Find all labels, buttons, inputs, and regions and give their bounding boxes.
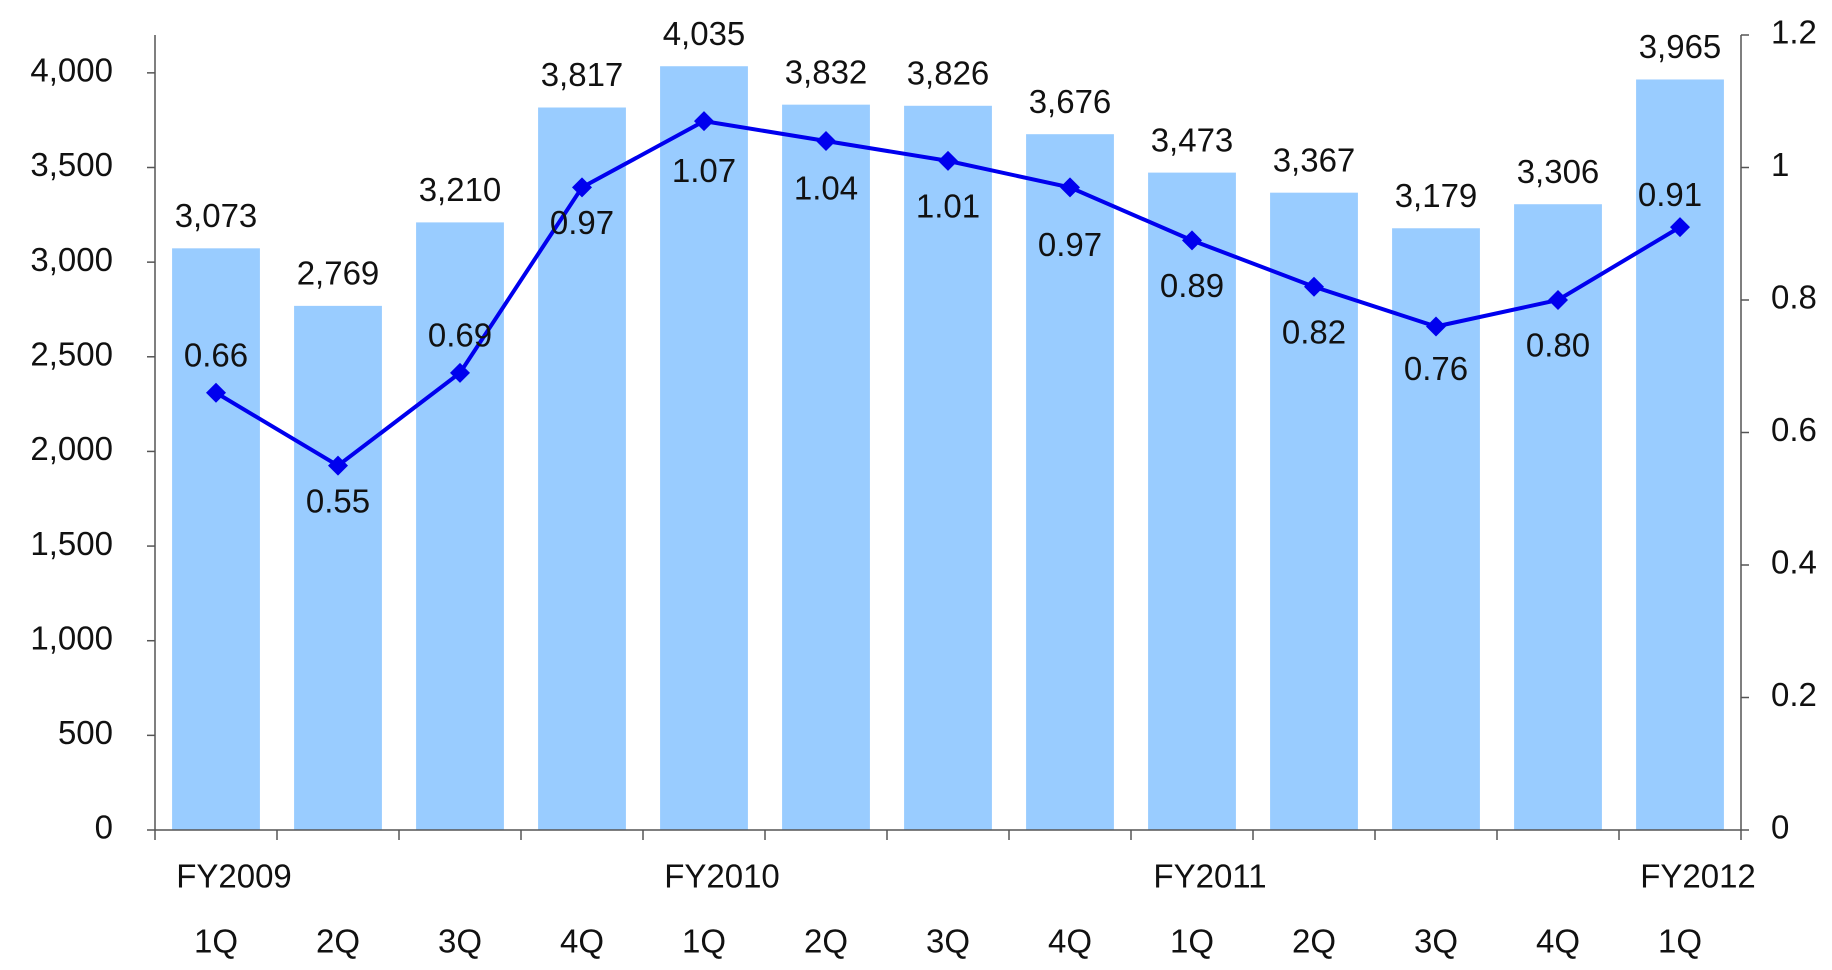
line-value-label: 1.07 bbox=[672, 152, 736, 189]
bar-value-label: 3,210 bbox=[419, 171, 502, 208]
bar-value-label: 3,179 bbox=[1395, 177, 1478, 214]
y2-tick-label: 0.4 bbox=[1771, 544, 1817, 581]
bar-value-label: 3,306 bbox=[1517, 153, 1600, 190]
bar bbox=[1270, 192, 1358, 831]
y2-tick-label: 0.6 bbox=[1771, 411, 1817, 448]
line-marker bbox=[1548, 290, 1568, 310]
x-tick-label: 4Q bbox=[1536, 923, 1580, 960]
bar-value-label: 3,965 bbox=[1639, 28, 1722, 65]
x-tick-label: 1Q bbox=[1170, 923, 1214, 960]
bar-value-label: 3,073 bbox=[175, 197, 258, 234]
line-marker bbox=[1060, 177, 1080, 198]
line-marker bbox=[1182, 230, 1202, 251]
y-tick-label: 3,500 bbox=[30, 146, 113, 183]
line-value-label: 0.82 bbox=[1282, 313, 1346, 350]
line-marker bbox=[1426, 316, 1446, 337]
bar-value-label: 2,769 bbox=[297, 255, 380, 292]
line-marker bbox=[938, 150, 958, 171]
line-marker bbox=[1304, 276, 1324, 297]
line-marker bbox=[206, 382, 226, 403]
bar bbox=[660, 66, 748, 831]
y-tick-label: 4,000 bbox=[30, 52, 113, 89]
bar-value-label: 3,676 bbox=[1029, 83, 1112, 120]
y-tick-label: 2,500 bbox=[30, 336, 113, 373]
x-group-label: FY2012 bbox=[1640, 858, 1756, 895]
bar bbox=[1636, 79, 1724, 831]
line-marker bbox=[572, 177, 592, 198]
bar bbox=[904, 105, 992, 831]
y2-tick-label: 1 bbox=[1771, 146, 1789, 183]
line-value-label: 1.01 bbox=[916, 188, 980, 225]
y-tick-label: 1,000 bbox=[30, 619, 113, 656]
bar bbox=[782, 104, 870, 830]
bar bbox=[1026, 134, 1114, 830]
line-value-label: 1.04 bbox=[794, 170, 858, 207]
x-tick-label: 3Q bbox=[438, 923, 482, 960]
y-tick-label: 500 bbox=[58, 714, 113, 751]
line-value-label: 0.97 bbox=[550, 204, 614, 241]
bar bbox=[538, 107, 626, 830]
line-marker bbox=[694, 111, 714, 132]
line-value-label: 0.55 bbox=[306, 482, 370, 519]
bar-value-label: 3,817 bbox=[541, 56, 624, 93]
x-tick-label: 2Q bbox=[804, 923, 848, 960]
x-tick-label: 3Q bbox=[1414, 923, 1458, 960]
line-marker bbox=[450, 362, 470, 383]
bar bbox=[172, 248, 260, 830]
line-value-label: 0.66 bbox=[184, 336, 248, 373]
y-tick-label: 3,000 bbox=[30, 241, 113, 278]
bar-value-label: 3,473 bbox=[1151, 121, 1234, 158]
y-tick-label: 1,500 bbox=[30, 525, 113, 562]
line-marker bbox=[816, 131, 836, 151]
x-tick-label: 4Q bbox=[560, 923, 604, 960]
line-value-label: 0.89 bbox=[1160, 267, 1224, 304]
y2-tick-label: 0 bbox=[1771, 809, 1789, 846]
line-marker bbox=[328, 455, 348, 476]
y-tick-label: 2,000 bbox=[30, 430, 113, 467]
x-tick-label: 1Q bbox=[682, 923, 726, 960]
x-tick-label: 2Q bbox=[1292, 923, 1336, 960]
bar bbox=[1148, 172, 1236, 830]
x-tick-label: 4Q bbox=[1048, 923, 1092, 960]
bar-value-label: 3,832 bbox=[785, 53, 868, 90]
bar bbox=[294, 305, 382, 830]
bar-value-label: 3,367 bbox=[1273, 141, 1356, 178]
x-group-label: FY2011 bbox=[1153, 858, 1266, 895]
x-group-label: FY2010 bbox=[664, 858, 780, 895]
bar-value-label: 4,035 bbox=[663, 15, 746, 52]
line-value-label: 0.91 bbox=[1638, 176, 1702, 213]
line-marker bbox=[1670, 217, 1690, 238]
x-tick-label: 2Q bbox=[316, 923, 360, 960]
y-tick-label: 0 bbox=[95, 809, 113, 846]
y2-tick-label: 0.2 bbox=[1771, 676, 1817, 713]
line-value-label: 0.76 bbox=[1404, 350, 1468, 387]
bar-value-label: 3,826 bbox=[907, 55, 990, 92]
y2-tick-label: 1.2 bbox=[1771, 14, 1817, 51]
line-value-label: 0.69 bbox=[428, 317, 492, 354]
x-tick-label: 1Q bbox=[194, 923, 238, 960]
x-tick-label: 1Q bbox=[1658, 923, 1702, 960]
x-tick-label: 3Q bbox=[926, 923, 970, 960]
x-group-label: FY2009 bbox=[176, 858, 292, 895]
line-value-label: 0.80 bbox=[1526, 327, 1590, 364]
line-value-label: 0.97 bbox=[1038, 226, 1102, 263]
y2-tick-label: 0.8 bbox=[1771, 279, 1817, 316]
bar bbox=[416, 222, 504, 831]
